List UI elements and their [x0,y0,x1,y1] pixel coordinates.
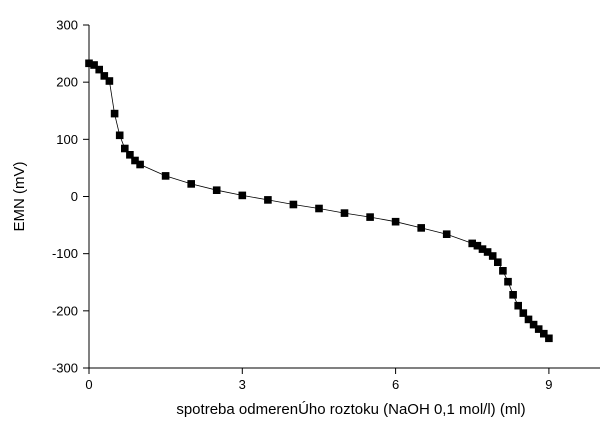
data-point-marker [473,241,482,250]
data-point-marker [340,209,349,217]
x-tick-label: 6 [392,377,399,392]
data-point-marker [488,252,497,260]
y-axis-title: EMN (mV) [11,162,28,232]
data-point-marker [468,239,476,248]
data-point-marker [264,196,272,204]
data-point-marker [366,213,374,221]
data-point-marker [187,180,195,188]
data-point-marker [391,217,400,226]
data-point-marker [509,291,517,299]
data-point-marker [115,131,124,140]
data-point-marker [212,186,221,194]
data-point-marker [524,315,533,324]
data-point-marker [529,320,538,329]
series [85,59,553,343]
y-tick-label: -200 [52,303,78,318]
data-point-marker [534,325,543,333]
data-point-marker [85,59,93,68]
data-point-marker [100,72,109,80]
data-point-marker [95,65,103,74]
data-point-marker [417,224,425,232]
data-point-marker [545,334,553,343]
x-tick-label: 9 [545,377,552,392]
data-point-marker [90,61,98,69]
data-point-marker [110,109,119,118]
ticks: -300 -200 -100 0 100 200 300 0 3 6 9 [52,18,553,393]
series-line [88,62,550,339]
y-tick-label: 0 [71,189,78,204]
data-point-marker [494,258,502,266]
data-point-marker [540,329,548,338]
data-point-marker [131,156,139,165]
data-point-marker [105,77,114,85]
y-tick-label: 200 [56,75,78,90]
data-point-marker [514,301,522,310]
y-tick-label: 100 [56,132,78,147]
data-point-marker [504,277,512,286]
data-point-marker [315,204,323,213]
data-point-marker [483,248,492,256]
x-tick-label: 0 [85,377,92,392]
data-point-marker [289,200,298,209]
data-point-marker [136,160,144,169]
data-point-marker [442,230,451,238]
data-point-marker [238,191,247,200]
x-axis-title: spotreba odmerenÚho roztoku (NaOH 0,1 mo… [176,401,525,418]
y-tick-label: -100 [52,246,78,261]
data-point-marker [478,245,487,253]
data-point-marker [121,144,129,153]
data-point-marker [126,151,134,159]
data-point-marker [519,309,528,317]
data-point-marker [499,267,507,275]
data-point-marker [161,172,170,180]
y-tick-label: 300 [56,18,78,33]
y-tick-label: -300 [52,361,78,376]
x-tick-label: 3 [239,377,246,392]
